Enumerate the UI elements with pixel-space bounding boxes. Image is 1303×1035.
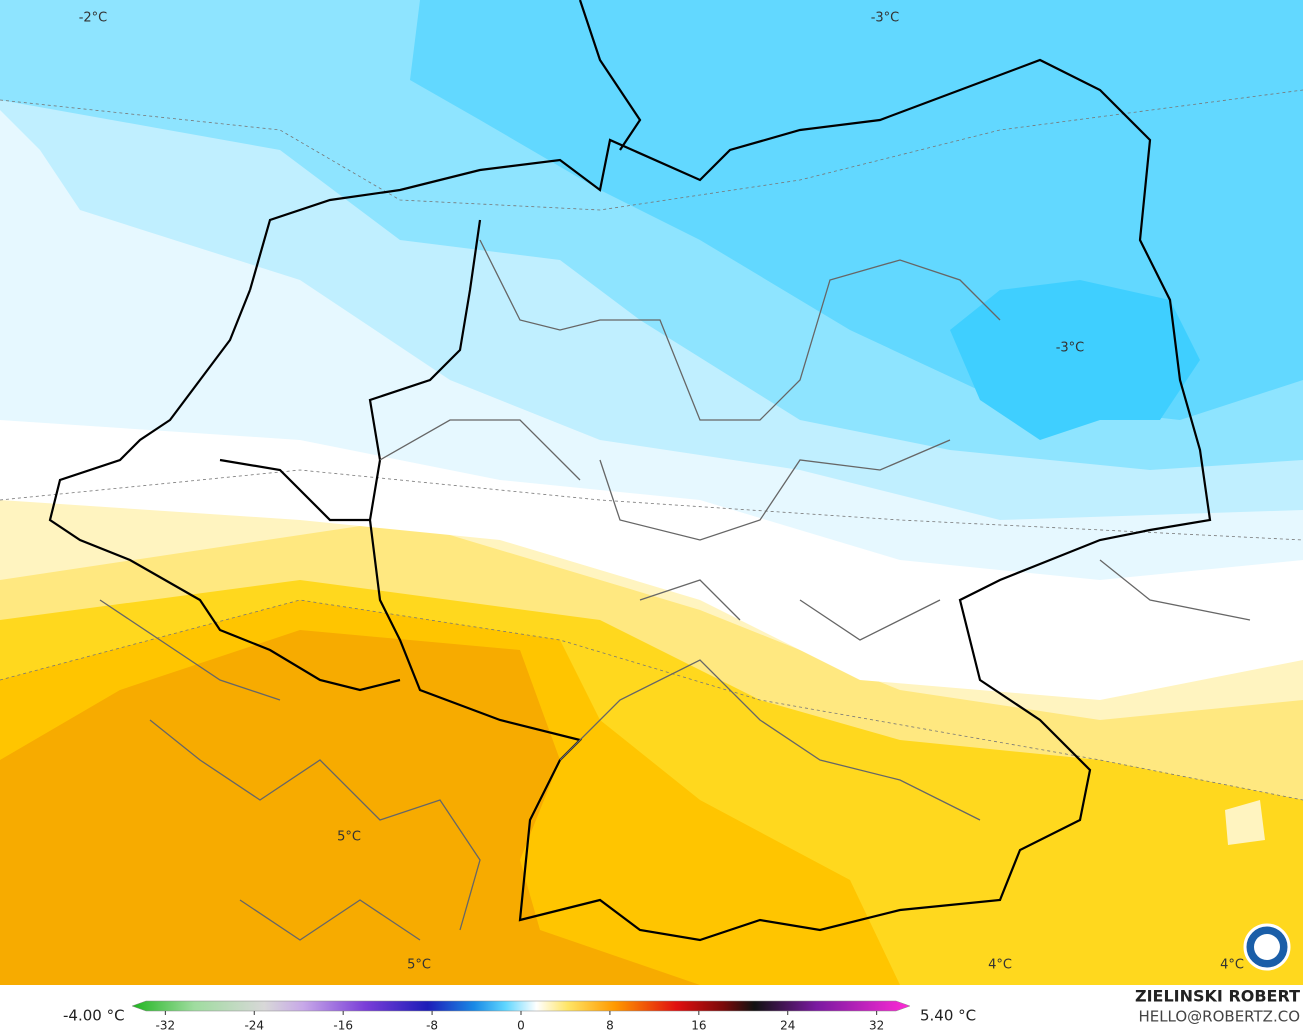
colorbar-tick-label: -16 (333, 1019, 353, 1033)
map: -2°C -3°C -3°C 5°C 5°C 4°C 4°C (0, 0, 1303, 985)
contour-labels: -2°C -3°C -3°C 5°C 5°C 4°C 4°C (79, 11, 1244, 973)
credit-email: HELLO@ROBERTZ.CO (1138, 1008, 1300, 1026)
contour-label: 4°C (1220, 958, 1244, 973)
temp-field (950, 280, 1200, 440)
country-border (48, 0, 642, 692)
legend-max: 5.40 °C (920, 1007, 976, 1025)
temp-field (1225, 800, 1265, 845)
contour-label: 5°C (407, 958, 431, 973)
contour-label: 5°C (337, 830, 361, 845)
contour-label: 4°C (988, 958, 1012, 973)
noaa-logo-inner (1254, 934, 1280, 960)
region-border (99, 239, 1251, 941)
contour-label: -2°C (79, 11, 108, 26)
isotherm (0, 599, 1303, 801)
isotherm (0, 89, 1303, 211)
credit-name: ZIELINSKI ROBERT (1135, 987, 1300, 1006)
country-border (248, 58, 1212, 942)
colorbar: -32 -24 -16 -8 0 8 16 24 32 (131, 1000, 911, 1033)
colorbar-tick-label: 32 (869, 1019, 884, 1033)
colorbar-tick-label: 16 (691, 1019, 706, 1033)
colorbar-tick-label: -32 (156, 1019, 176, 1033)
colorbar-tick-label: 8 (606, 1019, 614, 1033)
colorbar-tick-label: -24 (244, 1019, 264, 1033)
isotherm (0, 469, 1303, 541)
colorbar-tick-label: 0 (517, 1019, 525, 1033)
contour-label: -3°C (871, 11, 900, 26)
colorbar-tick-label: -8 (426, 1019, 438, 1033)
legend-min: -4.00 °C (63, 1007, 125, 1025)
colorbar-scale (131, 1000, 911, 1012)
contour-label: -3°C (1056, 341, 1085, 356)
colorbar-tick-label: 24 (780, 1019, 795, 1033)
